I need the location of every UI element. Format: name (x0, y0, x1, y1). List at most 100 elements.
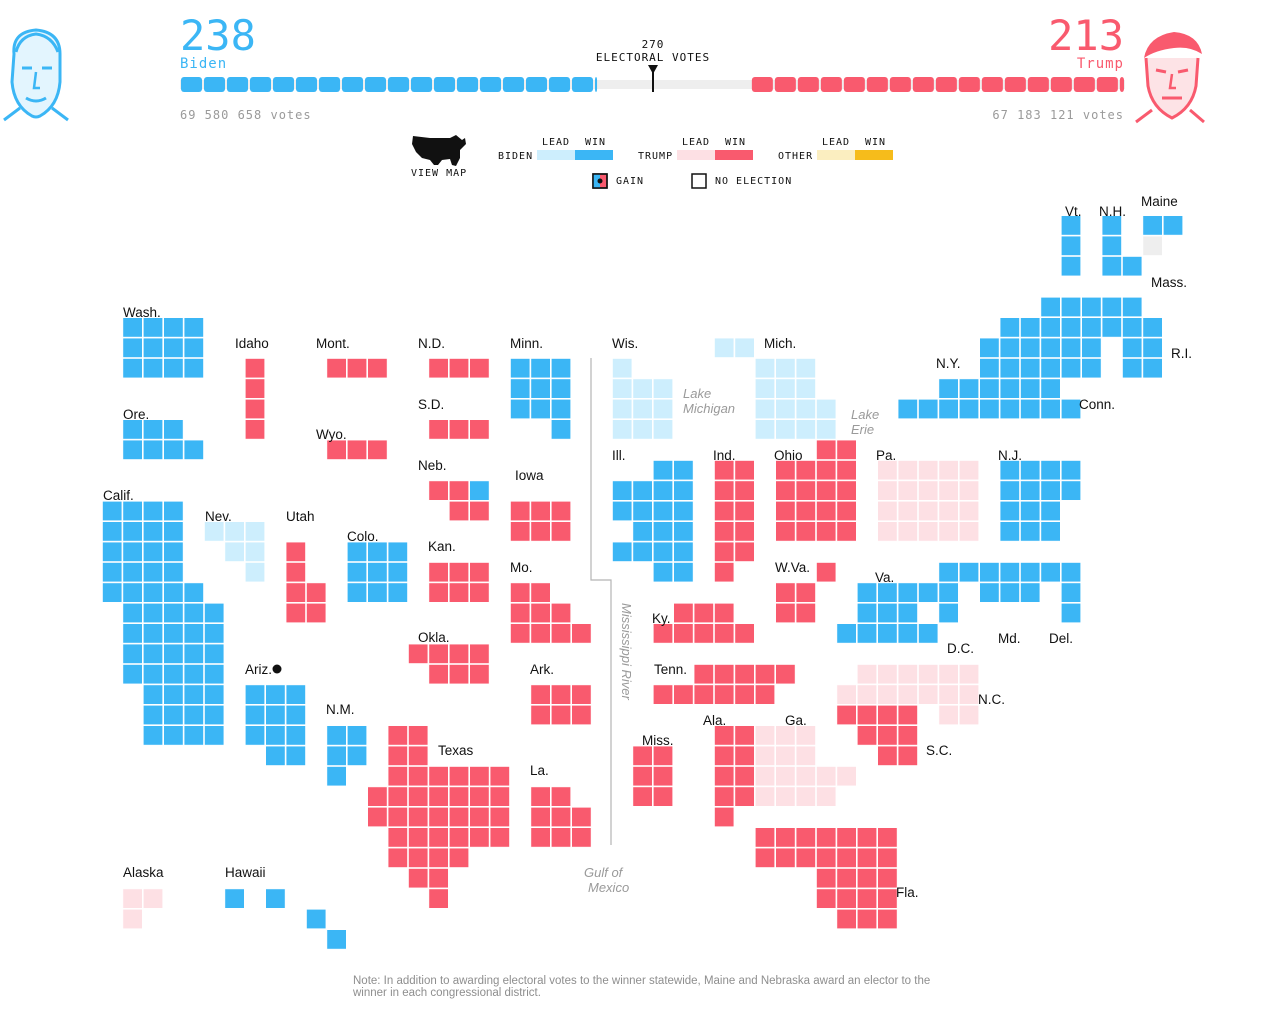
electoral-vote-cell (1020, 521, 1041, 542)
electoral-vote-cell (795, 500, 816, 521)
electoral-vote-cell (550, 521, 571, 542)
state-maine[interactable] (1142, 215, 1184, 256)
state-neb[interactable] (428, 480, 490, 521)
state-ny[interactable] (897, 317, 1082, 419)
state-sc[interactable] (836, 704, 918, 766)
electoral-vote-cell (816, 521, 837, 542)
electoral-vote-cell (734, 684, 755, 705)
state-alaska[interactable] (122, 888, 164, 929)
state-label: La. (530, 763, 549, 778)
electoral-vote-cell (122, 541, 143, 562)
state-wyo[interactable] (326, 439, 388, 460)
state-ohio[interactable] (775, 439, 857, 542)
state-sd[interactable] (428, 419, 490, 440)
state-texas[interactable] (367, 725, 510, 909)
state-kan[interactable] (428, 562, 490, 603)
state-ky[interactable] (652, 602, 755, 644)
state-wis[interactable] (612, 358, 673, 440)
electoral-vote-cell (856, 684, 877, 705)
electoral-vote-cell (1061, 317, 1082, 338)
electoral-vote-cell (816, 766, 837, 787)
state-utah[interactable] (285, 541, 327, 623)
state-hawaii[interactable] (224, 888, 347, 950)
state-la[interactable] (530, 786, 592, 848)
state-calif[interactable] (102, 500, 225, 746)
electoral-vote-cell (856, 847, 877, 868)
state-nc[interactable] (836, 664, 979, 725)
electoral-vote-cell (836, 908, 857, 929)
electoral-vote-cell (387, 562, 408, 583)
trump-portrait (1135, 32, 1205, 124)
electoral-vote-cell (877, 582, 898, 603)
electoral-vote-cell (245, 521, 266, 542)
state-va[interactable] (836, 582, 939, 644)
electoral-vote-cell (958, 562, 979, 583)
electoral-vote-cell (550, 704, 571, 725)
state-colo[interactable] (346, 541, 408, 603)
state-label: Okla. (418, 630, 450, 645)
state-ala[interactable] (714, 725, 755, 827)
trump-electoral-votes: 213 (1048, 11, 1124, 60)
state-fla[interactable] (754, 827, 898, 929)
view-map-button[interactable]: VIEW MAP (411, 168, 468, 179)
electoral-vote-cell (530, 623, 551, 644)
state-pa[interactable] (877, 460, 979, 542)
state-nh[interactable] (1101, 215, 1143, 277)
state-ga[interactable] (754, 725, 857, 807)
state-minn[interactable] (510, 358, 571, 440)
electoral-vote-cell (775, 786, 796, 807)
electoral-vote-cell (673, 500, 694, 521)
state-ri[interactable] (1122, 337, 1163, 379)
us-map-icon[interactable] (410, 132, 468, 168)
state-iowa[interactable] (510, 500, 571, 542)
state-wva[interactable] (775, 562, 837, 623)
electoral-vote-cell (958, 684, 979, 705)
electoral-vote-cell (1142, 358, 1163, 379)
state-nj[interactable] (999, 460, 1082, 542)
state-mich[interactable] (714, 337, 837, 440)
state-label: Idaho (235, 336, 269, 351)
electoral-vote-cell (1040, 317, 1061, 338)
state-ark[interactable] (530, 684, 592, 725)
state-conn[interactable] (1040, 337, 1102, 399)
electoral-vote-cell (1020, 582, 1041, 603)
state-ariz[interactable] (245, 684, 306, 766)
state-md[interactable] (938, 562, 1061, 603)
legend: VIEW MAP BIDEN LEAD WIN TRUMP LEAD WIN O… (0, 128, 1280, 198)
electoral-vote-cell (714, 480, 735, 501)
state-ore[interactable] (122, 419, 204, 460)
electoral-vote-cell (652, 562, 673, 583)
electoral-vote-cell (918, 398, 939, 419)
electoral-vote-cell (856, 888, 877, 909)
electoral-vote-cell (143, 317, 164, 338)
electoral-vote-cell (979, 358, 1000, 379)
electoral-vote-cell (510, 582, 531, 603)
state-nd[interactable] (428, 358, 490, 379)
state-miss[interactable] (632, 745, 673, 807)
electoral-vote-cell (428, 562, 449, 583)
state-nev[interactable] (204, 521, 266, 583)
electoral-vote-cell (163, 602, 184, 623)
state-ill[interactable] (612, 460, 694, 583)
electoral-vote-cell (754, 745, 775, 766)
state-dc[interactable] (918, 582, 959, 623)
state-idaho[interactable] (245, 358, 266, 440)
electoral-vote-cell (795, 521, 816, 542)
state-label: Neb. (418, 458, 447, 473)
electoral-vote-cell (734, 786, 755, 807)
electoral-vote-cell (387, 847, 408, 868)
state-mo[interactable] (510, 582, 592, 644)
state-del[interactable] (1061, 562, 1082, 623)
electoral-vote-cell (245, 419, 266, 440)
state-vt[interactable] (1061, 215, 1082, 277)
electoral-vote-cell (143, 888, 164, 909)
electoral-vote-cell (754, 398, 775, 419)
electoral-vote-cell (387, 766, 408, 787)
state-ind[interactable] (714, 460, 755, 583)
state-mont[interactable] (326, 358, 388, 379)
state-mass[interactable] (1040, 296, 1163, 338)
state-okla[interactable] (408, 643, 490, 685)
state-wash[interactable] (122, 317, 204, 379)
state-nm[interactable] (326, 725, 367, 787)
state-tenn[interactable] (652, 664, 796, 705)
